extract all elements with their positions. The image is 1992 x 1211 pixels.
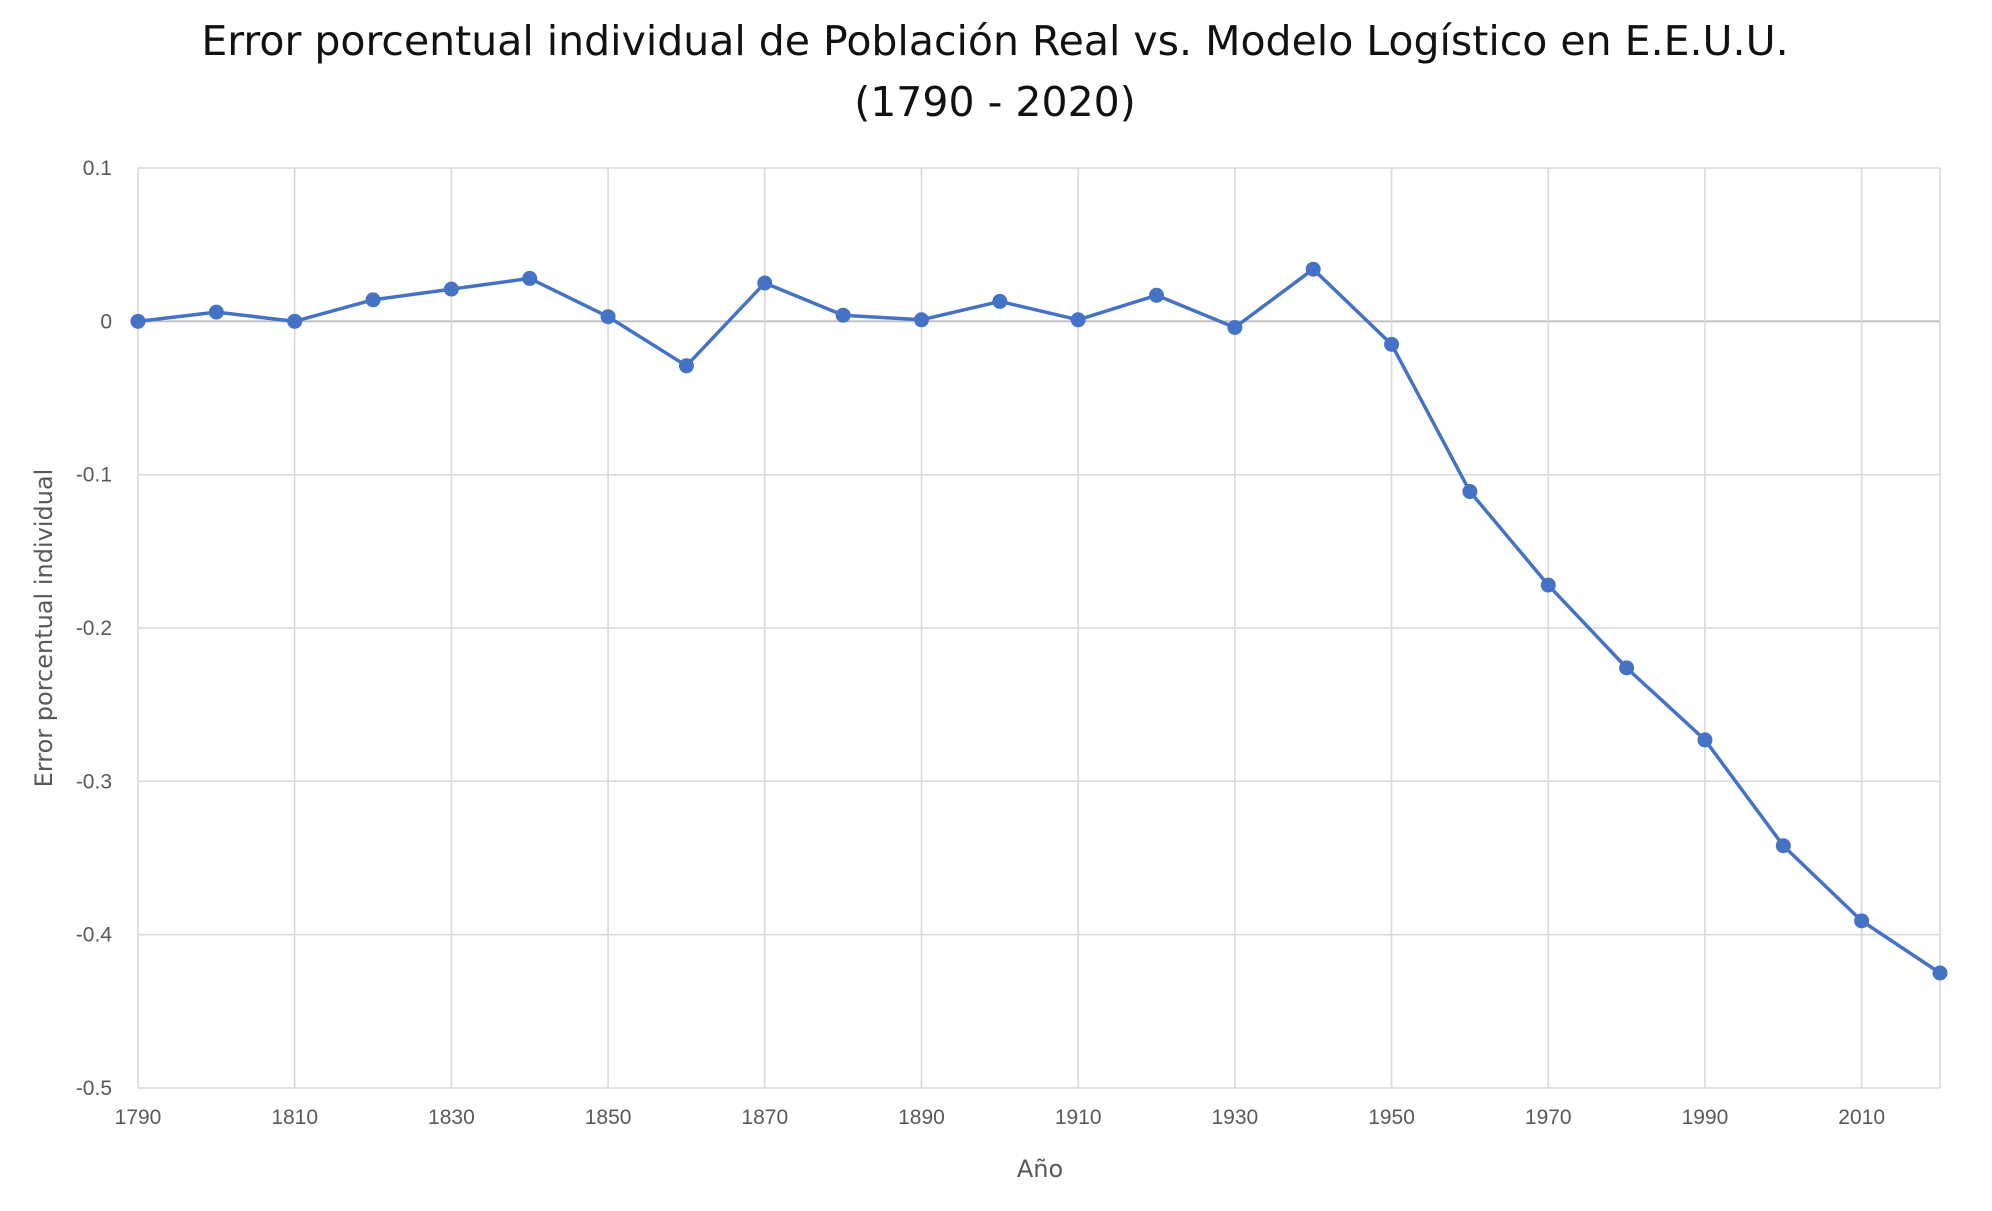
data-point bbox=[443, 281, 459, 297]
data-point bbox=[208, 304, 224, 320]
gridlines bbox=[137, 167, 1941, 1089]
data-point bbox=[678, 358, 694, 374]
data-point bbox=[992, 293, 1008, 309]
y-tick-label: -0.5 bbox=[76, 1077, 112, 1100]
x-tick-label: 1910 bbox=[1055, 1106, 1102, 1129]
data-point bbox=[835, 307, 851, 323]
data-point bbox=[130, 313, 146, 329]
x-tick-label: 1970 bbox=[1525, 1106, 1572, 1129]
x-tick-label: 1810 bbox=[271, 1106, 318, 1129]
x-tick-label: 1890 bbox=[898, 1106, 945, 1129]
data-point bbox=[1227, 319, 1243, 335]
x-tick-label: 1790 bbox=[115, 1106, 162, 1129]
data-point bbox=[522, 270, 538, 286]
y-tick-label: -0.2 bbox=[76, 617, 112, 640]
x-axis-title: Año bbox=[1017, 1155, 1063, 1183]
data-point bbox=[1854, 913, 1870, 929]
data-point bbox=[1619, 660, 1635, 676]
data-point bbox=[1149, 287, 1165, 303]
data-point bbox=[1384, 336, 1400, 352]
data-point bbox=[1305, 261, 1321, 277]
y-tick-label: -0.1 bbox=[76, 464, 112, 487]
x-tick-label: 1990 bbox=[1682, 1106, 1729, 1129]
y-tick-label: 0 bbox=[100, 310, 112, 333]
y-tick-label: -0.4 bbox=[76, 924, 113, 947]
chart-title-line-2: (1790 - 2020) bbox=[854, 78, 1136, 126]
data-point bbox=[365, 292, 381, 308]
data-point bbox=[1775, 838, 1791, 854]
x-tick-label: 1870 bbox=[741, 1106, 788, 1129]
series-layer bbox=[130, 261, 1948, 981]
y-tick-label: -0.3 bbox=[76, 770, 112, 793]
series-line bbox=[137, 267, 1941, 975]
data-point bbox=[600, 309, 616, 325]
data-point bbox=[1462, 484, 1478, 500]
data-point bbox=[1540, 577, 1556, 593]
data-point bbox=[287, 313, 303, 329]
x-tick-label: 1830 bbox=[428, 1106, 475, 1129]
data-point bbox=[757, 275, 773, 291]
y-axis-title: Error porcentual individual bbox=[30, 469, 58, 788]
data-point bbox=[1932, 965, 1948, 981]
data-point bbox=[913, 312, 929, 328]
y-tick-label: 0.1 bbox=[83, 157, 112, 180]
data-point bbox=[1070, 312, 1086, 328]
x-tick-label: 1930 bbox=[1212, 1106, 1259, 1129]
x-tick-label: 1850 bbox=[585, 1106, 632, 1129]
chart-title-line-1: Error porcentual individual de Población… bbox=[201, 17, 1788, 65]
data-point bbox=[1697, 732, 1713, 748]
x-tick-label: 2010 bbox=[1838, 1106, 1885, 1129]
x-tick-label: 1950 bbox=[1368, 1106, 1415, 1129]
